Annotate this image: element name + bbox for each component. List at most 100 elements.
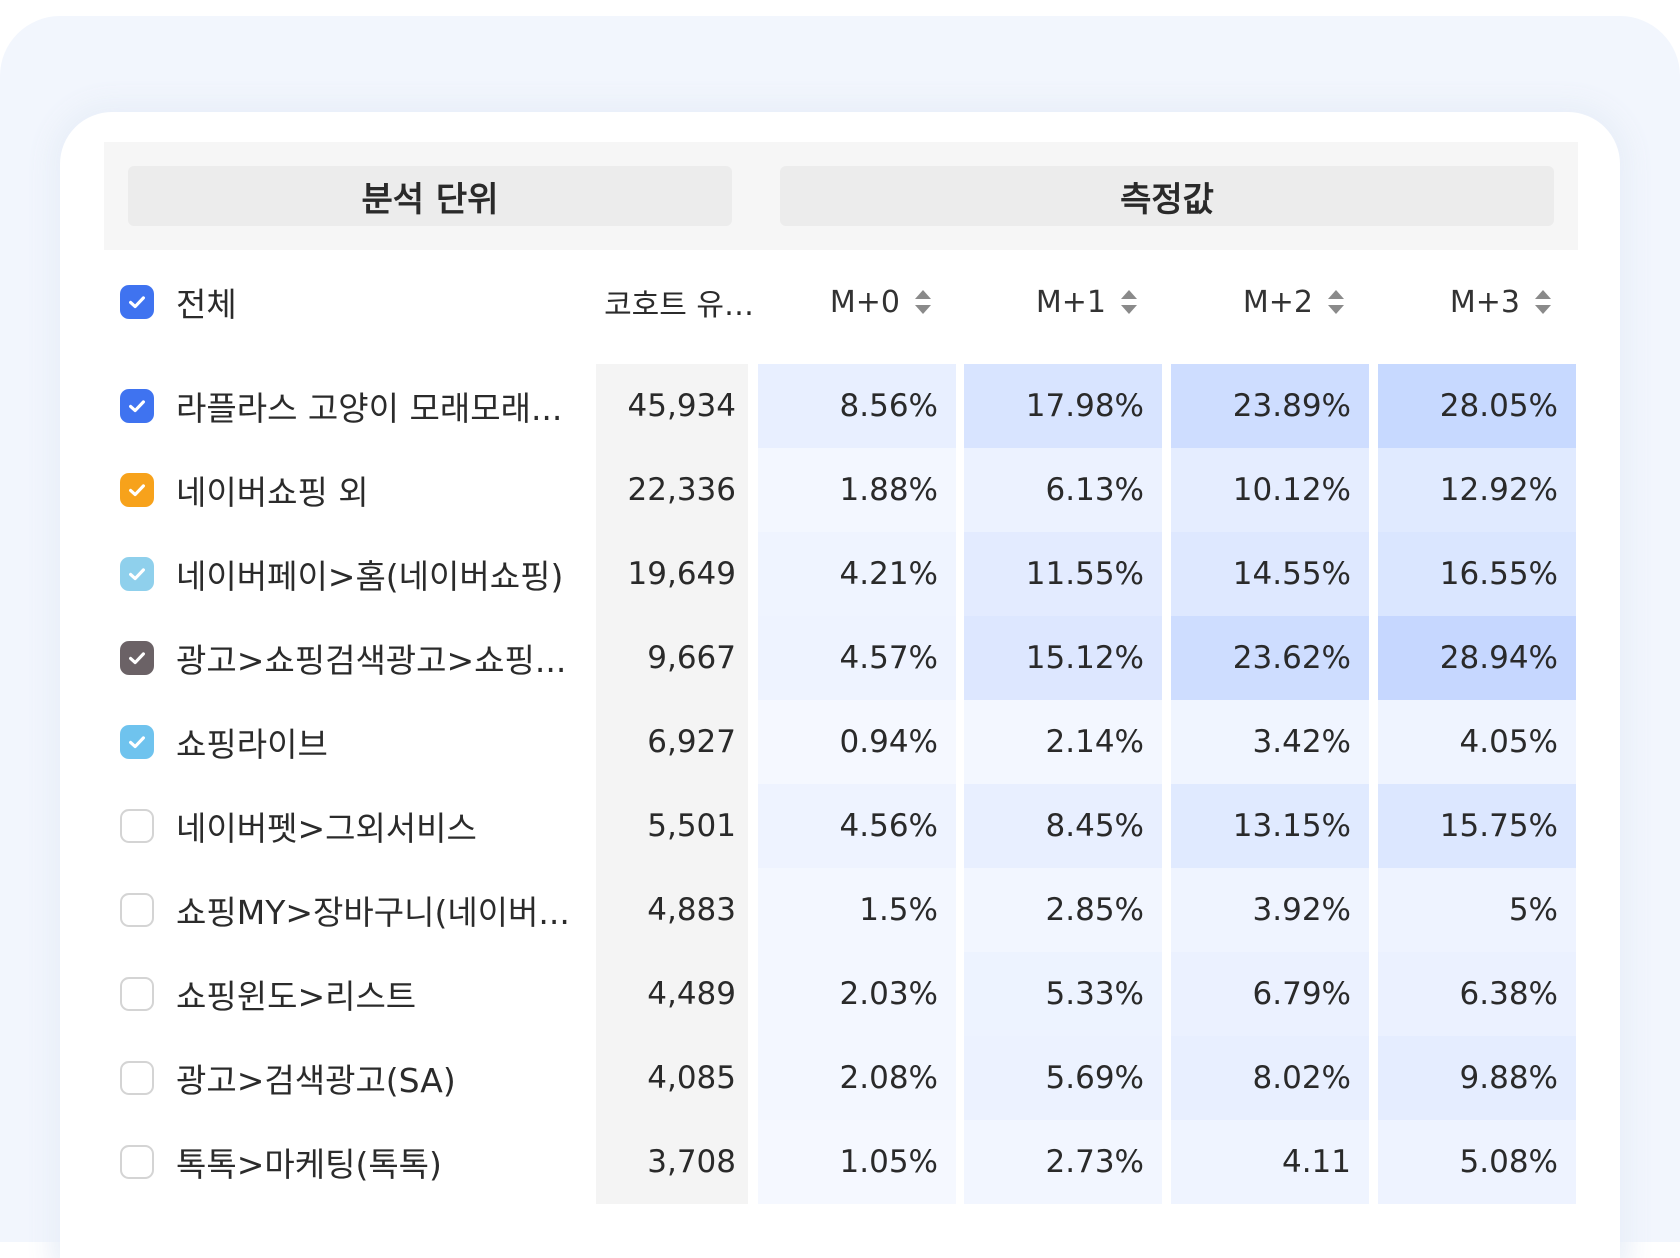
- retention-cell-m2: 23.62%: [1171, 616, 1369, 700]
- row-checkbox[interactable]: [120, 557, 154, 591]
- select-all-checkbox[interactable]: [120, 285, 154, 319]
- sort-icon[interactable]: [1327, 288, 1345, 316]
- retention-cell-m2: 10.12%: [1171, 448, 1369, 532]
- retention-cell-m2: 14.55%: [1171, 532, 1369, 616]
- row-select[interactable]: 쇼핑라이브: [120, 700, 328, 784]
- measure-header: 측정값: [780, 166, 1554, 226]
- retention-cell-m2: 13.15%: [1171, 784, 1369, 868]
- row-label: 네이버페이>홈(네이버쇼핑): [176, 557, 564, 596]
- row-checkbox[interactable]: [120, 977, 154, 1011]
- row-checkbox[interactable]: [120, 641, 154, 675]
- retention-cell-m1: 8.45%: [964, 784, 1162, 868]
- row-label: 쇼핑MY>장바구니(네이버...: [176, 893, 570, 932]
- table-row: 광고>검색광고(SA) 4,085 2.08% 5.69% 8.02% 9.88%: [60, 1036, 1620, 1120]
- cohort-users-cell: 4,085: [596, 1036, 748, 1120]
- cohort-users-cell: 9,667: [596, 616, 748, 700]
- row-select[interactable]: 광고>쇼핑검색광고>쇼핑...: [120, 616, 566, 700]
- row-label: 광고>검색광고(SA): [176, 1061, 456, 1100]
- retention-cell-m3: 15.75%: [1378, 784, 1576, 868]
- retention-cell-m2: 3.92%: [1171, 868, 1369, 952]
- check-icon: [129, 296, 145, 309]
- retention-cell-m0: 1.05%: [758, 1120, 956, 1204]
- row-checkbox[interactable]: [120, 1061, 154, 1095]
- table-row: 네이버펫>그외서비스 5,501 4.56% 8.45% 13.15% 15.75%: [60, 784, 1620, 868]
- month-1-header[interactable]: M+1: [964, 252, 1162, 352]
- table-row: 톡톡>마케팅(톡톡) 3,708 1.05% 2.73% 4.11 5.08%: [60, 1120, 1620, 1204]
- row-checkbox[interactable]: [120, 1145, 154, 1179]
- row-label: 네이버펫>그외서비스: [176, 809, 477, 848]
- cohort-users-cell: 4,883: [596, 868, 748, 952]
- row-checkbox[interactable]: [120, 473, 154, 507]
- cohort-users-header[interactable]: 코호트 유…: [604, 288, 754, 323]
- row-checkbox[interactable]: [120, 893, 154, 927]
- cohort-users-cell: 19,649: [596, 532, 748, 616]
- cohort-table-card: 분석 단위 측정값 전체 코호트 유… M+0 M+1 M+2 M+3 라플라스…: [60, 112, 1620, 1258]
- retention-cell-m1: 17.98%: [964, 364, 1162, 448]
- check-icon: [129, 568, 145, 581]
- retention-cell-m3: 6.38%: [1378, 952, 1576, 1036]
- month-2-header[interactable]: M+2: [1171, 252, 1369, 352]
- retention-cell-m3: 5%: [1378, 868, 1576, 952]
- retention-cell-m2: 4.11: [1171, 1120, 1369, 1204]
- sort-icon[interactable]: [1120, 288, 1138, 316]
- retention-cell-m3: 28.94%: [1378, 616, 1576, 700]
- row-checkbox[interactable]: [120, 389, 154, 423]
- check-icon: [129, 484, 145, 497]
- row-checkbox[interactable]: [120, 809, 154, 843]
- row-select[interactable]: 네이버쇼핑 외: [120, 448, 369, 532]
- row-select[interactable]: 광고>검색광고(SA): [120, 1036, 456, 1120]
- table-row: 라플라스 고양이 모래모래... 45,934 8.56% 17.98% 23.89% 2…: [60, 364, 1620, 448]
- retention-cell-m0: 0.94%: [758, 700, 956, 784]
- check-icon: [129, 400, 145, 413]
- retention-cell-m0: 2.03%: [758, 952, 956, 1036]
- cohort-users-cell: 22,336: [596, 448, 748, 532]
- row-label: 라플라스 고양이 모래모래...: [176, 389, 563, 428]
- table-row: 쇼핑라이브 6,927 0.94% 2.14% 3.42% 4.05%: [60, 700, 1620, 784]
- retention-cell-m3: 28.05%: [1378, 364, 1576, 448]
- retention-cell-m0: 8.56%: [758, 364, 956, 448]
- row-select[interactable]: 네이버페이>홈(네이버쇼핑): [120, 532, 563, 616]
- retention-cell-m0: 1.88%: [758, 448, 956, 532]
- table-row: 쇼핑윈도>리스트 4,489 2.03% 5.33% 6.79% 6.38%: [60, 952, 1620, 1036]
- retention-cell-m3: 12.92%: [1378, 448, 1576, 532]
- row-select[interactable]: 쇼핑윈도>리스트: [120, 952, 416, 1036]
- retention-cell-m1: 5.33%: [964, 952, 1162, 1036]
- retention-cell-m0: 1.5%: [758, 868, 956, 952]
- retention-cell-m3: 5.08%: [1378, 1120, 1576, 1204]
- row-checkbox[interactable]: [120, 725, 154, 759]
- retention-cell-m2: 8.02%: [1171, 1036, 1369, 1120]
- row-label: 톡톡>마케팅(톡톡): [176, 1145, 442, 1184]
- group-header: 분석 단위 측정값: [104, 142, 1578, 250]
- row-select[interactable]: 톡톡>마케팅(톡톡): [120, 1120, 442, 1204]
- cohort-users-cell: 5,501: [596, 784, 748, 868]
- retention-cell-m0: 4.21%: [758, 532, 956, 616]
- row-label: 네이버쇼핑 외: [176, 473, 369, 512]
- month-0-header[interactable]: M+0: [758, 252, 956, 352]
- retention-cell-m1: 6.13%: [964, 448, 1162, 532]
- check-icon: [129, 736, 145, 749]
- retention-cell-m2: 23.89%: [1171, 364, 1369, 448]
- table-row: 쇼핑MY>장바구니(네이버... 4,883 1.5% 2.85% 3.92% 5%: [60, 868, 1620, 952]
- retention-cell-m1: 5.69%: [964, 1036, 1162, 1120]
- retention-cell-m1: 2.14%: [964, 700, 1162, 784]
- row-select[interactable]: 쇼핑MY>장바구니(네이버...: [120, 868, 570, 952]
- retention-cell-m0: 4.57%: [758, 616, 956, 700]
- table-row: 네이버페이>홈(네이버쇼핑) 19,649 4.21% 11.55% 14.55% 16.…: [60, 532, 1620, 616]
- sort-icon[interactable]: [914, 288, 932, 316]
- cohort-users-cell: 45,934: [596, 364, 748, 448]
- retention-cell-m0: 2.08%: [758, 1036, 956, 1120]
- month-3-header[interactable]: M+3: [1378, 252, 1576, 352]
- cohort-users-cell: 6,927: [596, 700, 748, 784]
- table-row: 광고>쇼핑검색광고>쇼핑... 9,667 4.57% 15.12% 23.62% 28.…: [60, 616, 1620, 700]
- row-select[interactable]: 라플라스 고양이 모래모래...: [120, 364, 562, 448]
- row-label: 쇼핑윈도>리스트: [176, 977, 417, 1016]
- retention-cell-m0: 4.56%: [758, 784, 956, 868]
- select-all[interactable]: 전체: [120, 252, 237, 352]
- row-select[interactable]: 네이버펫>그외서비스: [120, 784, 477, 868]
- cohort-users-cell: 4,489: [596, 952, 748, 1036]
- sort-icon[interactable]: [1534, 288, 1552, 316]
- analysis-unit-header: 분석 단위: [128, 166, 732, 226]
- retention-cell-m1: 2.85%: [964, 868, 1162, 952]
- retention-cell-m3: 9.88%: [1378, 1036, 1576, 1120]
- retention-cell-m2: 3.42%: [1171, 700, 1369, 784]
